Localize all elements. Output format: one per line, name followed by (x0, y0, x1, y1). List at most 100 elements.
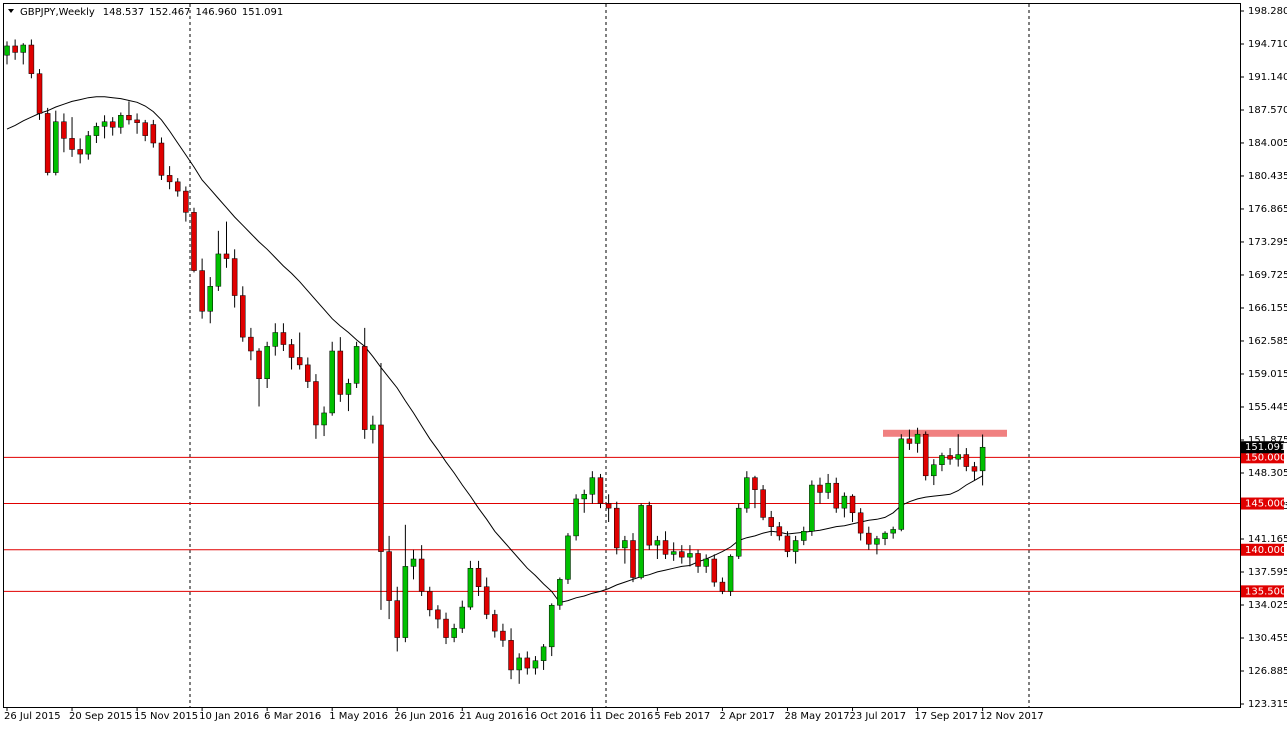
candle-body (361, 346, 368, 430)
candle-body (670, 551, 677, 555)
candle-body (386, 551, 392, 601)
x-tick-label: 15 Nov 2015 (134, 711, 198, 722)
y-tick-label: 166.155 (1248, 303, 1287, 314)
candle-body (573, 498, 579, 537)
candle-body (516, 657, 522, 671)
candle-body (605, 503, 612, 509)
x-tick-label: 5 Feb 2017 (654, 711, 710, 722)
candle-body (231, 258, 238, 296)
candle-body (711, 558, 718, 583)
candle-body (467, 567, 474, 608)
candle-body (898, 438, 905, 530)
candle-body (532, 660, 539, 669)
candle-body (207, 286, 213, 312)
x-tick-label: 16 Oct 2016 (524, 711, 586, 722)
candle-body (874, 538, 880, 545)
candle-body (61, 121, 67, 139)
x-tick-label: 11 Dec 2016 (589, 711, 653, 722)
candle-body (69, 138, 75, 150)
candle-body (890, 529, 896, 534)
candle-body (199, 270, 205, 312)
candle-body (557, 579, 563, 606)
candle-body (492, 614, 498, 632)
y-tick-label: 180.435 (1248, 171, 1287, 182)
candle-body (630, 540, 636, 578)
candle-body (548, 604, 555, 648)
candle-body (866, 532, 872, 545)
header-value: 146.960 (196, 7, 237, 18)
header-value: 151.091 (242, 7, 283, 18)
candle-body (744, 477, 750, 509)
candle-body (792, 540, 799, 552)
y-tick-label: 176.865 (1248, 204, 1287, 215)
candle-body (240, 295, 246, 338)
level-label-box (1241, 585, 1284, 598)
candle-body (703, 558, 709, 567)
candle-body (979, 446, 986, 472)
candle-body (109, 121, 116, 128)
candle-body (654, 540, 661, 546)
level-label-box (1241, 497, 1284, 510)
level-label: 145.000 (1245, 499, 1286, 510)
candle-body (727, 555, 734, 592)
candle-body (166, 175, 173, 183)
level-label: 140.000 (1245, 545, 1286, 556)
candle-body (581, 494, 587, 500)
candle-body (410, 558, 417, 567)
candle-body (841, 495, 848, 509)
candle-body (321, 412, 327, 426)
y-tick-label: 162.585 (1248, 336, 1287, 347)
candle-body (955, 454, 961, 460)
candle-body (800, 531, 807, 541)
current-price-box (1241, 441, 1284, 454)
y-tick-label: 126.885 (1248, 666, 1287, 677)
level-label-box (1241, 543, 1284, 556)
candle-body (44, 113, 51, 173)
candle-body (20, 44, 27, 53)
candle-body (922, 433, 929, 477)
candle-body (28, 44, 35, 74)
candle-body (784, 535, 791, 552)
candle-body (378, 424, 384, 552)
candle-body (638, 505, 644, 578)
candle-body (435, 609, 441, 620)
candle-body (809, 484, 815, 532)
x-tick-label: 26 Jun 2016 (394, 711, 454, 722)
candle-body (735, 507, 742, 557)
y-tick-label: 194.710 (1248, 39, 1287, 50)
y-tick-label: 191.140 (1248, 72, 1287, 83)
candle-body (695, 553, 701, 567)
header-value: 152.467 (149, 7, 190, 18)
candle-body (687, 553, 693, 558)
moving-average (6, 96, 983, 604)
candle-body (857, 512, 864, 534)
candle-body (760, 489, 766, 518)
resistance-zone (883, 429, 1007, 437)
candle-body (963, 454, 970, 467)
candle-body (597, 477, 604, 504)
candle-body (134, 119, 140, 123)
candle-body (508, 640, 514, 671)
level-label: 135.500 (1245, 586, 1286, 597)
candle-body (565, 535, 571, 580)
header-value: 148.537 (103, 7, 144, 18)
candle-body (77, 149, 83, 155)
x-tick-label: 1 May 2016 (329, 711, 388, 722)
candle-body (776, 526, 783, 537)
candle-body (12, 45, 18, 53)
candle-body (36, 73, 43, 114)
candle-body (248, 336, 254, 352)
candle-body (825, 482, 831, 493)
candle-body (418, 558, 425, 592)
candle-body (329, 350, 335, 414)
candle-body (305, 364, 311, 382)
candle-body (931, 464, 937, 477)
candle-body (752, 477, 758, 490)
candle-body (614, 507, 620, 549)
candle-body (719, 581, 726, 592)
x-tick-label: 2 Apr 2017 (719, 711, 774, 722)
candle-body (679, 551, 685, 558)
y-tick-label: 159.015 (1248, 369, 1287, 380)
y-tick-label: 169.725 (1248, 270, 1287, 281)
